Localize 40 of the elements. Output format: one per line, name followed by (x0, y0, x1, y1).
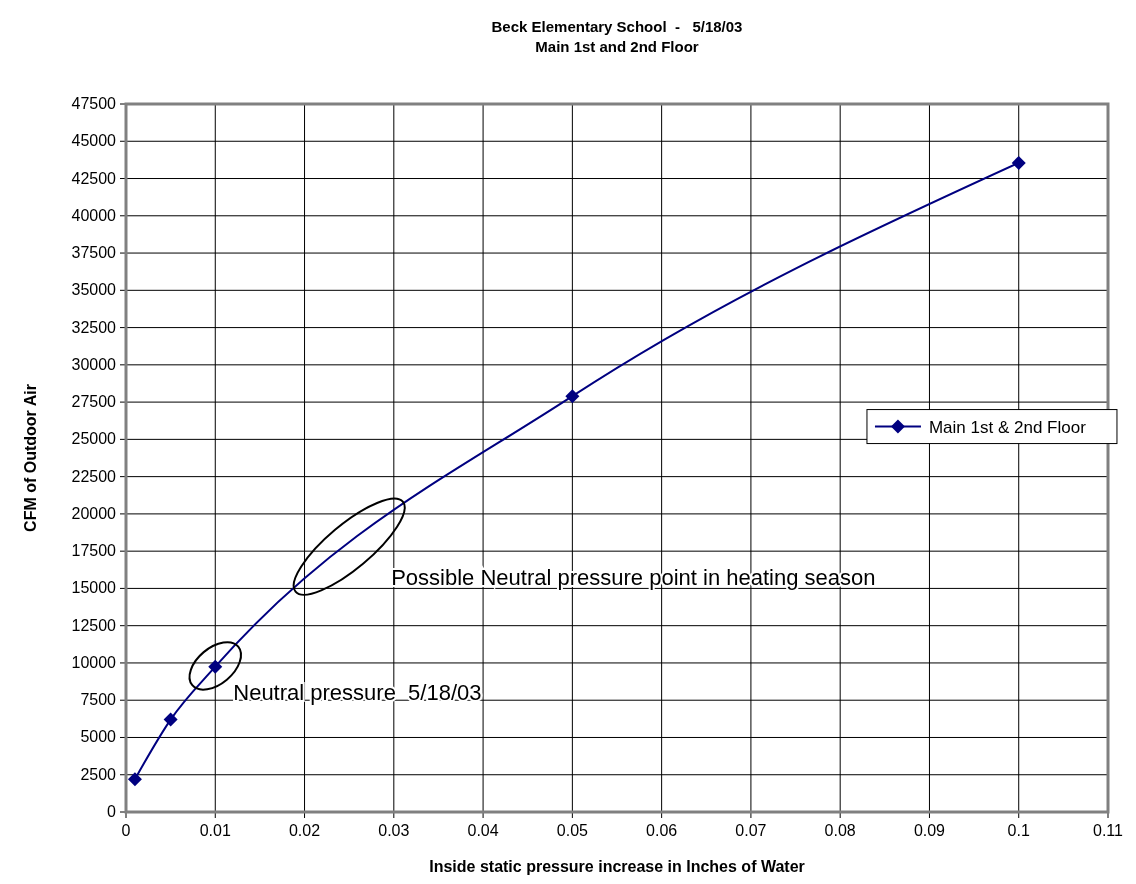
x-axis-title: Inside static pressure increase in Inches of Water (429, 858, 805, 875)
x-tick-label: 0.04 (467, 822, 499, 839)
point (127, 772, 142, 787)
y-tick-label: 10000 (71, 653, 117, 671)
x-tick-label: 0 (121, 822, 131, 839)
x-tick-label: 0.01 (199, 822, 231, 839)
y-tick-label: 42500 (71, 169, 117, 187)
point (565, 389, 580, 404)
y-tick-label: 7500 (80, 691, 117, 709)
y-tick-label: 2500 (80, 765, 117, 783)
y-tick-label: 32500 (71, 318, 117, 336)
y-tick-label: 47500 (71, 95, 117, 112)
chart-title: Beck Elementary School - 5/18/03 Main 1st and 2nd Floor (491, 18, 743, 55)
x-tick-label: 0.03 (378, 822, 410, 839)
legend-label: Main 1st & 2nd Floor (928, 417, 1087, 437)
y-tick-label: 40000 (71, 206, 117, 224)
x-tick-label: 0.09 (913, 822, 946, 839)
x-tick-label: 0.05 (556, 822, 589, 839)
y-tick-label: 35000 (71, 281, 117, 299)
point (1011, 155, 1026, 170)
y-tick-label: 22500 (71, 467, 117, 485)
x-tick-label: 0.11 (1093, 822, 1124, 839)
x-tick-label: 0.07 (735, 822, 767, 839)
y-tick-label: 0 (107, 803, 117, 820)
y-tick-label: 20000 (71, 504, 117, 522)
y-tick-label: 15000 (71, 579, 117, 597)
point (163, 712, 178, 727)
y-tick-label: 5000 (80, 728, 117, 746)
y-tick-label: 37500 (71, 244, 117, 262)
y-axis-title: CFM of Outdoor Air (22, 384, 39, 532)
y-tick-label: 27500 (71, 393, 117, 411)
y-tick-label: 30000 (71, 355, 117, 373)
x-tick-label: 0.06 (646, 822, 678, 839)
x-tick-label: 0.1 (1007, 822, 1030, 839)
y-tick-label: 17500 (71, 542, 117, 560)
x-tick-label: 0.02 (288, 822, 321, 839)
x-tick-label: 0.08 (824, 822, 856, 839)
y-tick-label: 25000 (71, 430, 117, 448)
y-tick-label: 45000 (71, 132, 117, 150)
y-tick-label: 12500 (71, 616, 117, 634)
